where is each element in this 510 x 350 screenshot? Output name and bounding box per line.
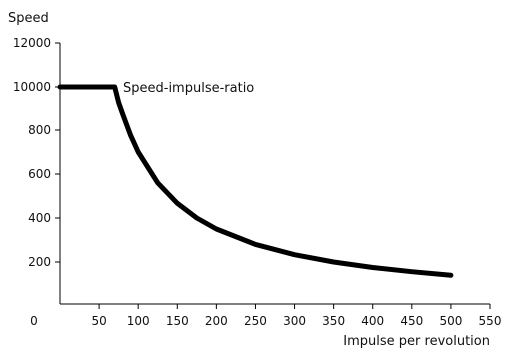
x-tick-label: 250: [244, 314, 267, 328]
y-tick-label: 600: [28, 167, 51, 181]
y-tick-label: 200: [28, 255, 51, 269]
x-tick-label: 400: [361, 314, 384, 328]
y-axis-title: Speed: [8, 11, 49, 26]
y-tick-label: 10000: [13, 80, 51, 94]
curve-annotation: Speed-impulse-ratio: [123, 81, 254, 96]
x-axis: 0 50 100 150 200 250 300 350 400 450 500 550: [30, 303, 502, 328]
x-axis-title: Impulse per revolution: [343, 334, 490, 349]
y-tick-label: 400: [28, 211, 51, 225]
x-tick-label: 50: [91, 314, 106, 328]
x-tick-label: 450: [400, 314, 423, 328]
y-axis: 200 400 600 800 10000 12000: [13, 36, 61, 304]
y-tick-label: 12000: [13, 36, 51, 50]
x-tick-label: 350: [322, 314, 345, 328]
y-tick-label: 800: [28, 123, 51, 137]
speed-impulse-line: [57, 84, 454, 278]
x-tick-label: 150: [166, 314, 189, 328]
x-tick-label: 500: [439, 314, 462, 328]
x-tick-label: 0: [30, 314, 38, 328]
x-tick-label: 300: [283, 314, 306, 328]
x-tick-label: 200: [205, 314, 228, 328]
x-tick-label: 550: [479, 314, 502, 328]
x-tick-label: 100: [127, 314, 150, 328]
